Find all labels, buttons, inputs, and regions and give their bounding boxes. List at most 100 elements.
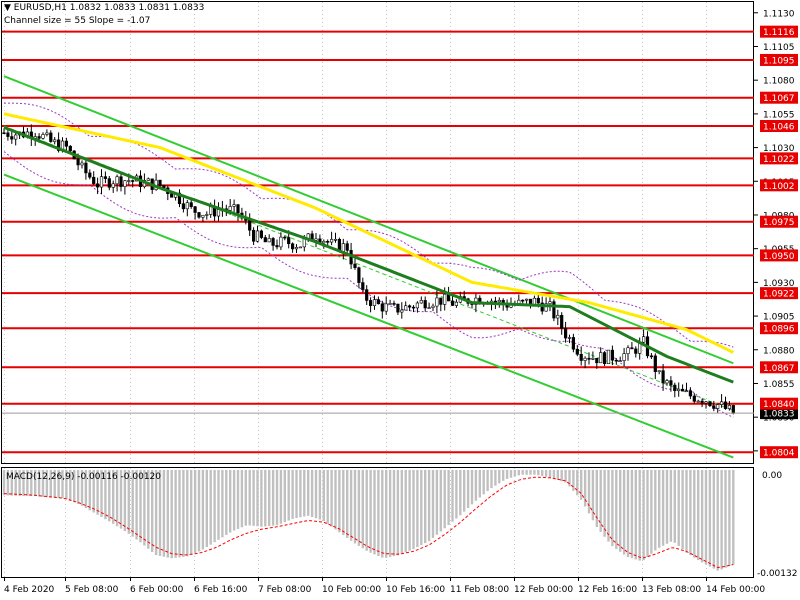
- candle-body: [731, 405, 735, 414]
- candle-body: [329, 239, 334, 243]
- candle-body: [634, 348, 638, 354]
- macd-bar: [275, 470, 279, 526]
- macd-bar: [439, 470, 442, 532]
- macd-bar: [689, 470, 692, 556]
- candle-body: [524, 298, 529, 301]
- chart-title: ▼ EURUSD,H1 1.0832 1.0833 1.0831 1.0833: [4, 3, 205, 13]
- candle-body: [392, 303, 396, 305]
- macd-bar: [365, 470, 368, 551]
- time-tick-label: 13 Feb 08:00: [642, 585, 701, 595]
- macd-bar: [61, 470, 64, 499]
- candle-body: [396, 303, 400, 313]
- macd-bar: [229, 470, 232, 533]
- level-tag: [760, 179, 798, 192]
- macd-bar: [182, 470, 185, 557]
- macd-bar: [326, 470, 329, 524]
- macd-bar: [92, 470, 95, 513]
- macd-bar: [603, 470, 606, 537]
- candle-body: [177, 192, 182, 205]
- macd-bar: [502, 470, 505, 481]
- macd-bar: [236, 470, 240, 529]
- candle-body: [548, 301, 552, 304]
- candle-body: [146, 178, 150, 181]
- macd-bar: [151, 470, 154, 552]
- candle-body: [556, 315, 560, 319]
- candle-body: [614, 359, 618, 362]
- candle-body: [450, 300, 455, 306]
- macd-bar: [104, 470, 107, 520]
- candle-body: [563, 328, 568, 339]
- candle-body: [170, 193, 174, 198]
- candle-body: [41, 134, 45, 139]
- fast-ma-line: [3, 112, 734, 354]
- candle-body: [248, 220, 252, 231]
- macd-bar: [41, 470, 45, 497]
- candle-body: [111, 183, 115, 188]
- candle-body: [591, 357, 595, 360]
- macd-bar: [307, 470, 310, 516]
- macd-bar: [525, 470, 528, 475]
- candle-body: [599, 352, 603, 364]
- candle-body: [400, 309, 404, 313]
- channel-lower-line: [3, 173, 734, 459]
- support-resistance-levels[interactable]: [2, 30, 754, 454]
- level-tag: [760, 53, 798, 66]
- candle-body: [209, 206, 213, 215]
- level-label: 1.1067: [763, 94, 795, 104]
- macd-bar: [217, 470, 220, 540]
- candle-body: [583, 357, 587, 361]
- macd-bar: [396, 470, 400, 556]
- level-tag: [760, 25, 798, 38]
- candle-body: [365, 289, 369, 301]
- candle-body: [454, 301, 459, 306]
- level-tag: [760, 446, 798, 459]
- macd-bar: [240, 470, 244, 528]
- current-price-tag: [760, 407, 798, 420]
- macd-bar: [451, 470, 454, 522]
- macd-bar: [474, 470, 478, 501]
- macd-bar: [424, 470, 427, 544]
- candle-body: [271, 238, 275, 246]
- candle-body: [84, 162, 88, 174]
- candle-body: [431, 305, 435, 308]
- level-label: 1.0867: [763, 364, 795, 374]
- macd-bar: [470, 470, 474, 505]
- candle-body: [267, 238, 271, 243]
- macd-bar: [697, 470, 700, 561]
- candle-body: [649, 355, 653, 358]
- candle-body: [158, 179, 162, 186]
- macd-bar: [357, 470, 361, 546]
- macd-bar: [190, 470, 193, 555]
- macd-bar: [509, 470, 513, 478]
- macd-bar: [264, 470, 267, 527]
- macd-bar: [661, 470, 665, 546]
- candle-body: [626, 347, 630, 354]
- macd-bar: [248, 470, 251, 526]
- macd-bar: [607, 470, 610, 542]
- macd-bar: [404, 470, 407, 553]
- candle-body: [37, 136, 41, 139]
- macd-bar: [26, 470, 29, 496]
- envelope-bands: [3, 102, 734, 418]
- price-tick-label: 1.1030: [763, 144, 795, 154]
- macd-bar: [447, 470, 450, 525]
- macd-bar: [112, 470, 115, 524]
- macd-bar: [665, 470, 669, 544]
- candle-body: [263, 237, 267, 243]
- macd-bar: [131, 470, 134, 537]
- macd-bar: [638, 470, 641, 561]
- price-tick-label: 1.0880: [763, 346, 795, 356]
- macd-panel-frame: [1, 467, 754, 578]
- macd-bar: [626, 470, 630, 557]
- macd-bar: [100, 470, 103, 517]
- candle-body: [641, 336, 646, 343]
- macd-bar: [143, 470, 146, 546]
- time-axis: 4 Feb 2020 5 Feb 08:00 6 Feb 00:00 6 Feb 16…: [4, 577, 765, 595]
- time-tick-label: 12 Feb 00:00: [514, 585, 573, 595]
- macd-bar: [73, 470, 76, 503]
- level-label: 1.0804: [763, 449, 795, 459]
- macd-bar: [654, 470, 657, 551]
- candle-body: [283, 236, 287, 239]
- candle-body: [407, 305, 412, 308]
